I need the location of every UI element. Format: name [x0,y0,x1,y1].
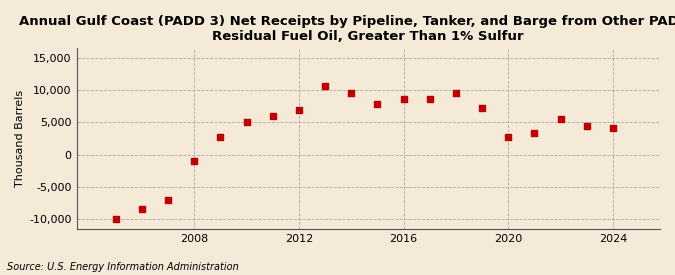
Point [267,114,278,118]
Point [163,197,173,202]
Point [503,135,514,139]
Point [111,217,122,221]
Point [608,126,618,130]
Point [215,135,226,139]
Title: Annual Gulf Coast (PADD 3) Net Receipts by Pipeline, Tanker, and Barge from Othe: Annual Gulf Coast (PADD 3) Net Receipts … [19,15,675,43]
Y-axis label: Thousand Barrels: Thousand Barrels [15,90,25,187]
Point [398,97,409,101]
Point [555,116,566,121]
Point [241,120,252,125]
Point [320,84,331,88]
Point [529,131,540,135]
Point [189,159,200,163]
Point [581,123,592,128]
Point [294,107,304,112]
Point [450,91,461,96]
Text: Source: U.S. Energy Information Administration: Source: U.S. Energy Information Administ… [7,262,238,272]
Point [136,207,147,211]
Point [372,101,383,106]
Point [477,106,487,111]
Point [425,97,435,101]
Point [346,91,356,96]
